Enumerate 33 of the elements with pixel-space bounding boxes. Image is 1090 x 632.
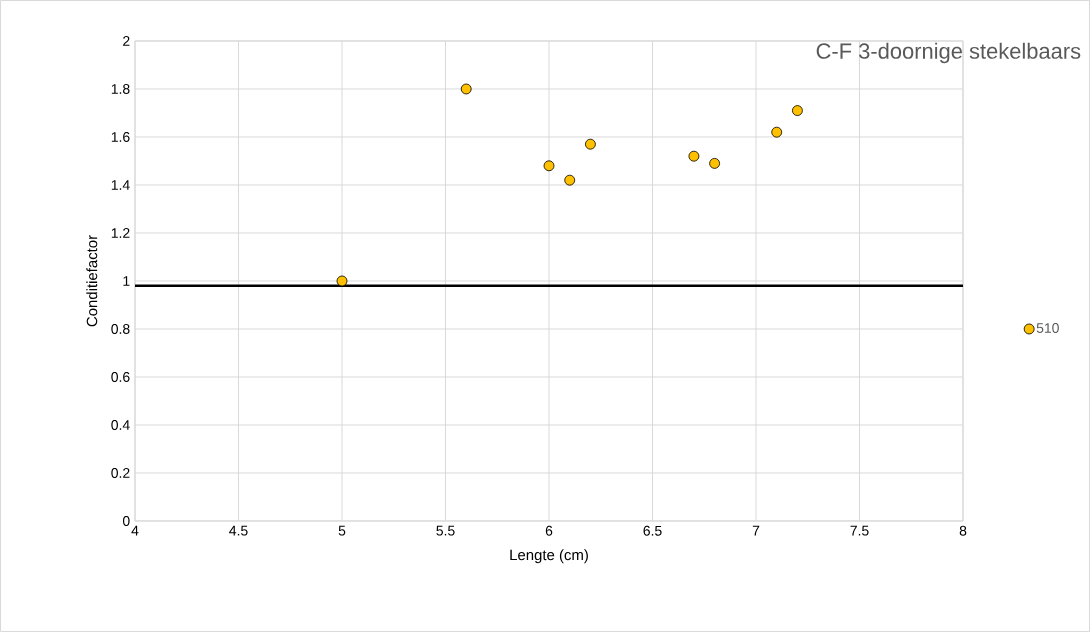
x-tick-label: 5: [338, 525, 346, 536]
point: [336, 275, 348, 287]
legend-label: 510: [1036, 323, 1059, 333]
x-tick-label: 7.5: [850, 525, 869, 536]
point: [688, 150, 700, 162]
x-tick-label: 5.5: [436, 525, 455, 536]
y-tick-label: 1.2: [111, 228, 130, 238]
x-axis-title: Lengte (cm): [510, 549, 588, 564]
y-tick-label: 0: [122, 516, 130, 526]
point: [585, 138, 596, 150]
y-tick-label: 1.4: [111, 180, 130, 190]
point: [709, 157, 721, 169]
chart-title: C-F 3-doornige stekelbaars: [816, 42, 1081, 64]
y-tick-label: 1.6: [111, 132, 130, 142]
point: [460, 83, 472, 95]
y-tick-label: 1.8: [111, 84, 130, 94]
y-tick-label: 0.8: [111, 324, 130, 334]
y-tick-label: 0.2: [111, 468, 130, 478]
x-tick-label: 8: [959, 525, 967, 536]
y-tick-label: 2: [123, 36, 130, 46]
x-tick-label: 6.5: [643, 525, 662, 536]
x-tick-label: 4: [131, 525, 139, 536]
y-tick-label: 0.6: [111, 372, 130, 382]
y-tick-label: 0.4: [111, 420, 130, 430]
x-tick-label: 6: [545, 525, 553, 536]
x-tick-label: 7: [752, 525, 760, 536]
y-axis-title: Conditiefactor: [86, 235, 98, 327]
point: [792, 105, 803, 116]
y-tick-label: 1: [123, 276, 130, 286]
point: [771, 126, 783, 138]
point: [543, 160, 555, 172]
x-tick-label: 4.5: [229, 525, 248, 536]
point: [564, 174, 576, 186]
